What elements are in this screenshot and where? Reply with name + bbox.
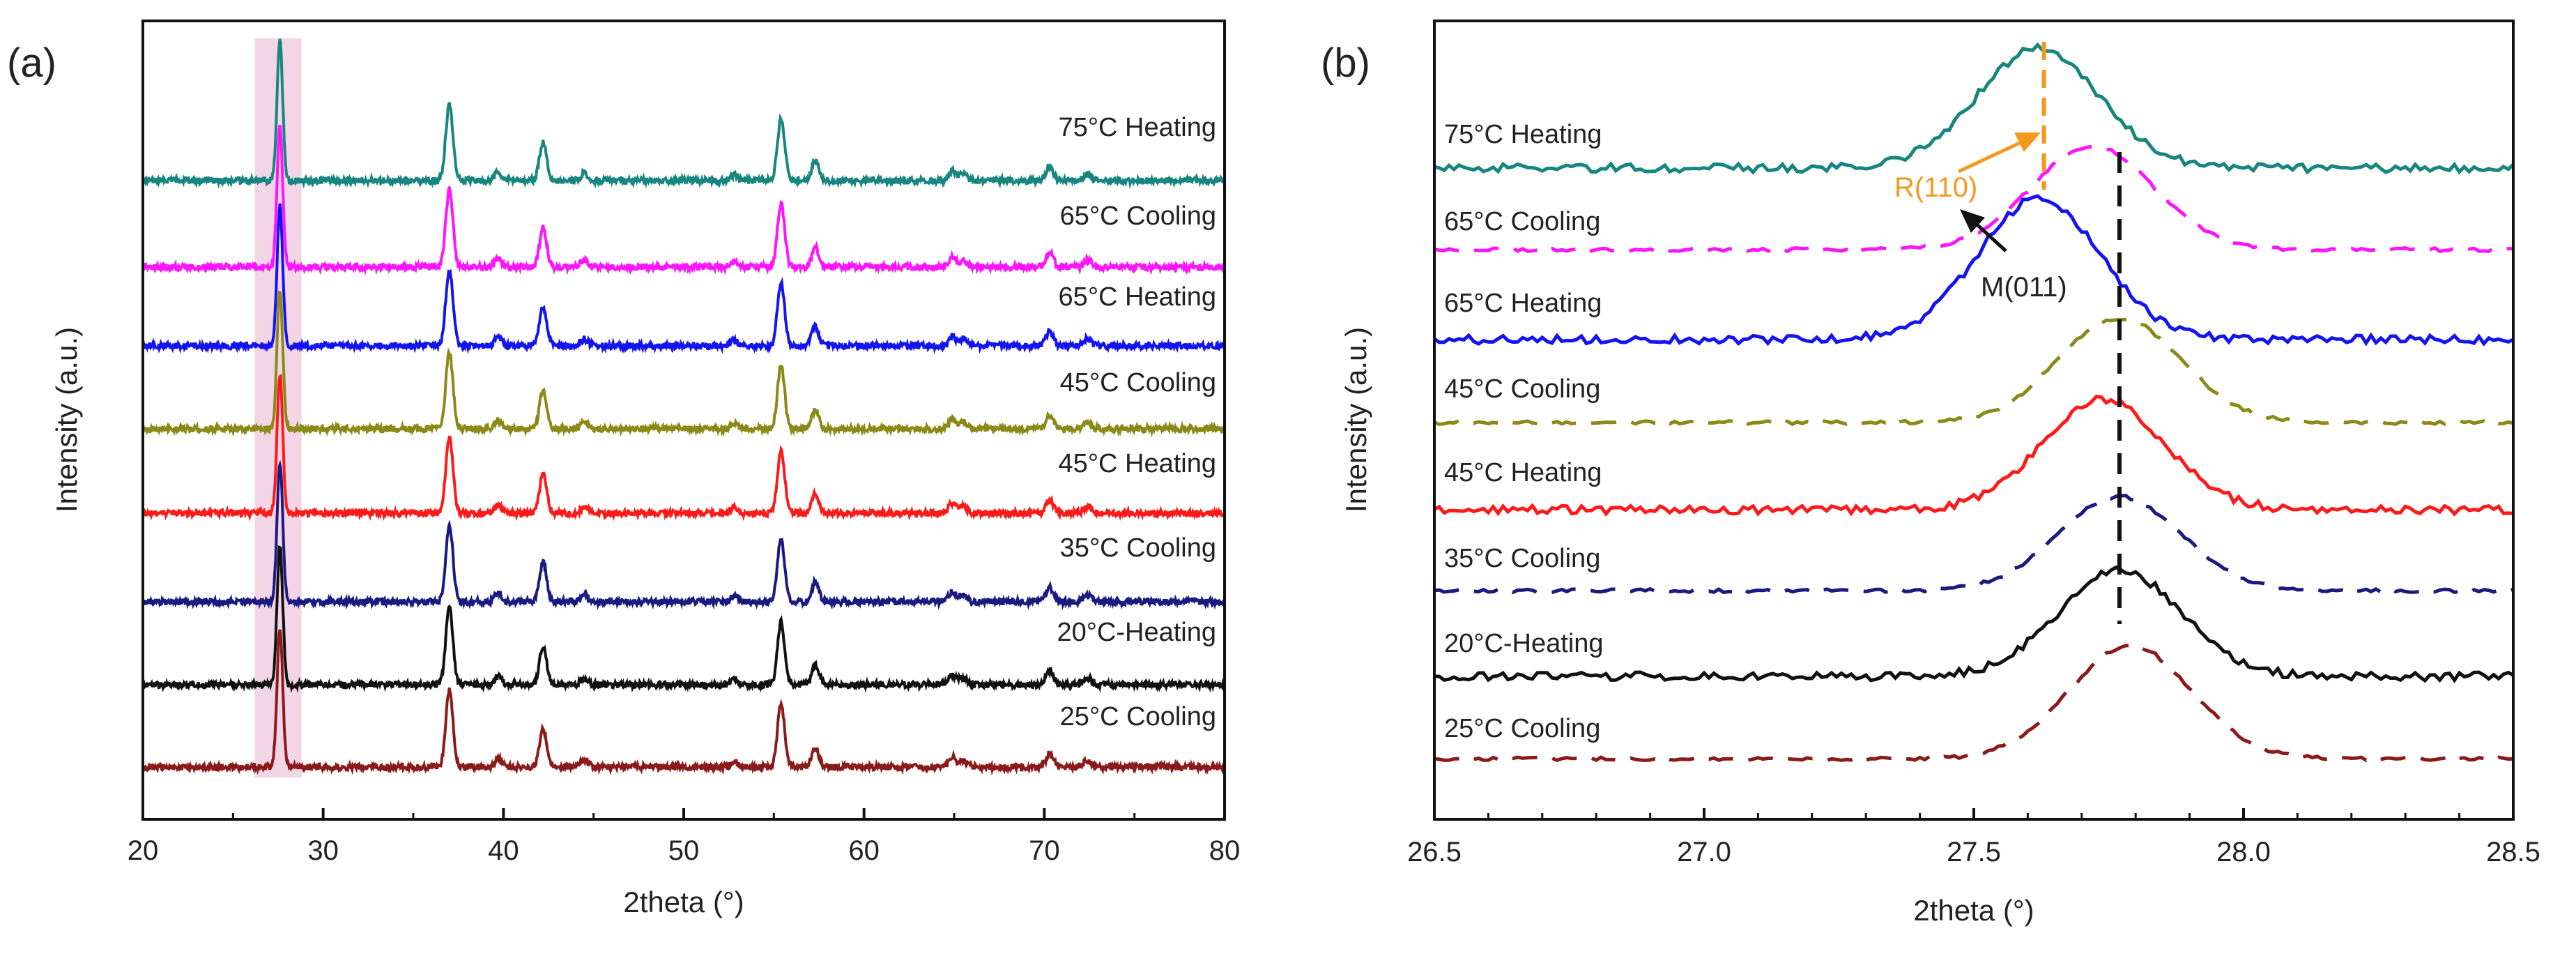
panel-b-series-line [1434,144,2514,254]
panel-b-xlabel: 2theta (°) [1913,894,2034,927]
panel-a-series-label: 75°C Heating [1059,113,1216,142]
panel-b-series-label: 45°C Cooling [1444,374,1600,404]
panel-b-series-label: 65°C Cooling [1444,207,1600,236]
panel-b-series-line [1434,494,2514,595]
panel-b-label: (b) [1321,40,1370,86]
panel-b-xtick-label: 28.5 [2486,837,2540,867]
panel-b-series-label: 25°C Cooling [1444,714,1600,743]
panel-a-series-line [141,545,1226,693]
panel-b-ylabel: Intensity (a.u.) [1340,327,1372,513]
panel-a-series-line [141,38,1226,190]
panel-a-series-line [141,629,1226,776]
r110-arrow-head [2014,132,2041,152]
panel-a-series-label: 65°C Heating [1059,282,1216,312]
panel-a-series-label: 65°C Cooling [1060,202,1216,231]
panel-b-series-label: 45°C Heating [1444,458,1602,487]
panel-a-xtick-label: 70 [1029,835,1060,866]
panel-b-series-line [1434,317,2514,427]
panel-b-series-line [1433,194,2515,347]
panel-a-series-label: 45°C Heating [1059,449,1216,478]
panel-b-series-line [1433,394,2514,517]
panel-b-series-line [1434,42,2515,175]
m011-annotation-label: M(011) [1981,272,2067,303]
panel-b-series-label: 75°C Heating [1444,120,1602,149]
panel-a-series-label: 35°C Cooling [1060,533,1216,563]
panel-a-series-line [141,124,1226,275]
panel-b-xtick-label: 27.5 [1947,837,2001,867]
panel-b-xtick-label: 27.0 [1677,837,1731,867]
r110-arrow-shaft [1957,140,2023,174]
panel-a-xtick-label: 20 [128,835,159,866]
panel-a-xtick-label: 60 [848,835,880,866]
panel-a-ylabel: Intensity (a.u.) [50,327,83,513]
panel-a-series-line [141,373,1226,522]
panel-b-xtick-label: 26.5 [1407,837,1462,867]
panel-a-series-label: 25°C Cooling [1060,702,1216,731]
r110-annotation-label: R(110) [1894,172,1977,203]
panel-b-series-line [1434,643,2514,763]
panel-b-xtick-label: 28.0 [2216,837,2271,867]
panel-a-xtick-label: 30 [307,835,339,866]
panel-b-series-label: 65°C Heating [1444,289,1602,318]
m011-arrow-shaft [1971,219,2007,252]
panel-a-series-label: 20°C-Heating [1057,618,1216,647]
panel-a-xtick-label: 40 [488,835,519,866]
panel-b-series-label: 35°C Cooling [1444,544,1600,573]
panel-a-series-line [141,203,1226,354]
panel-b: (b) 75°C Heating 65°C Cooling 65°C Heating… [1321,20,2540,927]
m011-arrow-head [1960,209,1985,233]
panel-b-series-line [1434,565,2515,683]
panel-a-xtick-label: 50 [668,835,700,866]
panel-a-series-line [142,290,1226,438]
panel-b-series-label: 20°C-Heating [1444,629,1604,658]
panel-a-xtick-label: 80 [1209,835,1241,866]
panel-a-series-label: 45°C Cooling [1060,368,1216,397]
panel-a-label: (a) [7,40,56,86]
panel-a-xlabel: 2theta (°) [623,886,744,918]
panel-a: (a) 75°C Heating 65°C Cooling 65°C Heating… [7,20,1241,918]
panel-a-series-line [141,460,1226,611]
